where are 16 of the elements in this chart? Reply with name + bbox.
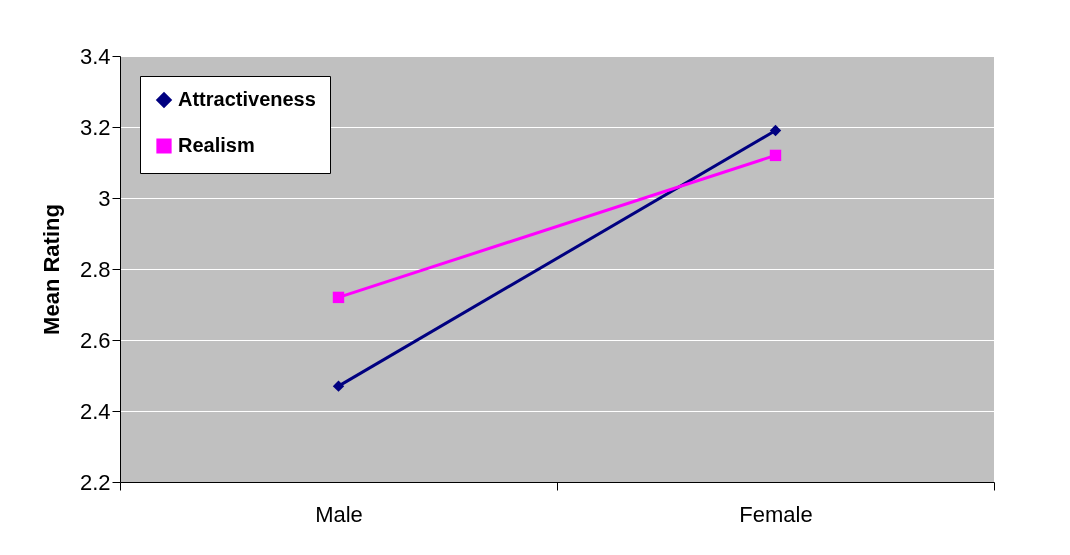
y-tick-label: 3 bbox=[98, 185, 111, 211]
legend-label: Attractiveness bbox=[178, 88, 316, 110]
x-tick-label: Male bbox=[315, 501, 363, 527]
x-tick-label: Female bbox=[739, 501, 813, 527]
y-tick-label: 2.6 bbox=[79, 327, 111, 353]
y-tick-label: 2.8 bbox=[79, 256, 111, 282]
point bbox=[332, 380, 345, 392]
y-tick-label: 3.2 bbox=[79, 114, 111, 140]
legend-label: Realism bbox=[178, 134, 255, 156]
point bbox=[769, 124, 782, 137]
point bbox=[769, 149, 782, 162]
y-tick-label: 2.2 bbox=[79, 469, 111, 495]
y-tick-label: 3.4 bbox=[79, 43, 111, 69]
point bbox=[332, 291, 345, 304]
y-tick-label: 2.4 bbox=[79, 398, 111, 424]
y-axis-title: Mean Rating bbox=[38, 204, 64, 335]
